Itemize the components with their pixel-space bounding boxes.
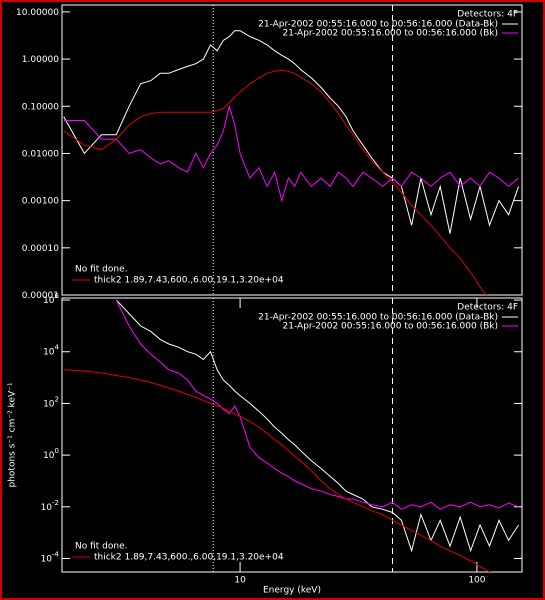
- y-tick-label-base: 10.00000: [16, 7, 59, 17]
- series-line: [63, 369, 491, 572]
- y-tick-label: 0.10000: [22, 102, 59, 112]
- plot-area: [61, 4, 523, 296]
- y-tick-label-base: 0.01000: [22, 149, 59, 159]
- y-tick-label-exponent: 2: [55, 395, 59, 403]
- legend-label: 21-Apr-2002 00:55:16.000 to 00:56:16.000…: [258, 20, 498, 30]
- plot-lines: [63, 299, 520, 572]
- y-tick-label: 106: [43, 292, 59, 306]
- y-axis-label: photons s⁻¹ cm⁻² keV⁻¹: [8, 382, 18, 487]
- y-tick-label: 102: [43, 395, 59, 409]
- y-tick-label-base: 0.00001: [22, 291, 59, 301]
- y-tick-label-exponent: 6: [55, 292, 60, 300]
- x-tick-label: 10: [234, 576, 246, 586]
- annotation: Detectors: 4F: [457, 303, 518, 313]
- annotation: Detectors: 4F: [457, 10, 518, 20]
- y-tick-label-base: 10: [41, 502, 53, 512]
- y-tick-label-base: 10: [43, 296, 55, 306]
- x-axis-label: Energy (keV): [263, 586, 321, 596]
- series-line: [63, 69, 487, 295]
- plot-lines: [63, 30, 520, 295]
- y-tick-label-exponent: -4: [52, 550, 60, 558]
- y-tick-label-base: 0.10000: [22, 102, 59, 112]
- annotation: No fit done.: [75, 542, 127, 552]
- x-tick-label: 100: [468, 576, 485, 586]
- y-tick-label-exponent: 4: [55, 344, 60, 352]
- y-tick-label: 0.00100: [22, 196, 59, 206]
- legend-label: 21-Apr-2002 00:55:16.000 to 00:56:16.000…: [283, 322, 498, 332]
- y-tick-label: 10-4: [41, 550, 60, 564]
- y-tick-label: 104: [43, 344, 59, 358]
- y-tick-label-base: 10: [41, 554, 53, 564]
- legend-label: thick2 1.89,7.43,600.,6.00,19.1,3.20e+04: [94, 276, 284, 286]
- y-tick-label-base: 10: [43, 399, 55, 409]
- plot-area: [61, 297, 523, 573]
- y-tick-label-base: 0.00010: [22, 243, 59, 253]
- legend-label: 21-Apr-2002 00:55:16.000 to 00:56:16.000…: [258, 313, 498, 323]
- series-line: [115, 299, 519, 510]
- y-tick-label: 1.00000: [22, 55, 59, 65]
- series-line: [63, 30, 520, 234]
- legend-label: thick2 1.89,7.43,600.,6.00,19.1,3.20e+04: [94, 553, 284, 563]
- y-tick-label: 0.00001: [22, 291, 59, 301]
- y-tick-label: 0.01000: [22, 149, 59, 159]
- series-line: [115, 299, 520, 553]
- annotation: No fit done.: [75, 265, 127, 275]
- y-tick-label-exponent: -2: [52, 499, 59, 507]
- y-tick-label-exponent: 0: [55, 447, 59, 455]
- y-tick-label: 0.00010: [22, 243, 59, 253]
- y-tick-label: 10.00000: [16, 7, 59, 17]
- series-line: [63, 104, 519, 203]
- y-tick-label-base: 10: [43, 347, 55, 357]
- y-tick-label: 100: [43, 447, 59, 461]
- y-tick-label-base: 10: [43, 451, 55, 461]
- y-tick-label-base: 1.00000: [22, 55, 59, 65]
- legend-label: 21-Apr-2002 00:55:16.000 to 00:56:16.000…: [283, 29, 498, 39]
- y-tick-label: 10-2: [41, 499, 59, 513]
- y-tick-label-base: 0.00100: [22, 196, 59, 206]
